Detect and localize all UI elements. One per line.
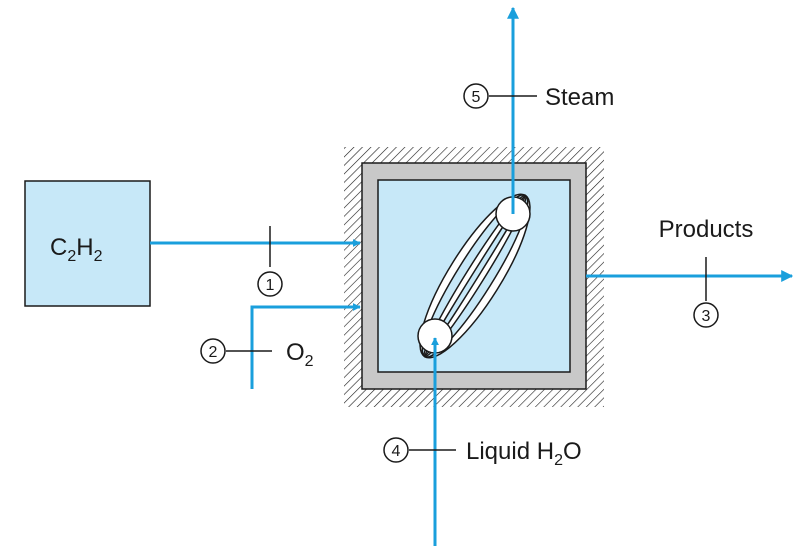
- stream-2-label-o: O: [286, 339, 305, 366]
- stream-1-number-circle: [257, 271, 283, 297]
- stream-3-number: 3: [702, 308, 711, 325]
- feed-formula-c: C: [50, 234, 67, 261]
- svg-text:C2H2: C2H2: [50, 234, 103, 265]
- heat-exchange-coil: [417, 193, 531, 359]
- stream-5-label: Steam: [545, 84, 614, 111]
- stream-1-number: 1: [266, 277, 275, 294]
- stream-5: 5 Steam: [463, 6, 614, 214]
- stream-4-label-main: Liquid H: [466, 438, 554, 465]
- stream-3-label: Products: [659, 216, 754, 243]
- feed-formula-h: H: [76, 234, 93, 261]
- feed-formula-sub2: 2: [94, 248, 103, 265]
- stream-5-number-circle: [463, 83, 489, 109]
- stream-2-number: 2: [209, 344, 218, 361]
- feed-box-c2h2: C2H2: [24, 180, 151, 307]
- stream-2-label-sub: 2: [305, 353, 314, 370]
- stream-4-number: 4: [392, 443, 401, 460]
- stream-2: 2 O2: [200, 303, 361, 389]
- stream-3: 3 Products: [586, 216, 794, 328]
- stream-4: 4 Liquid H2O: [383, 337, 582, 546]
- stream-2-arrow: [250, 303, 361, 389]
- svg-text:Liquid H2O: Liquid H2O: [466, 438, 582, 469]
- stream-3-number-circle: [693, 302, 719, 328]
- stream-4-label-sub: 2: [554, 452, 563, 469]
- stream-4-number-circle: [383, 437, 409, 463]
- svg-text:O2: O2: [286, 339, 314, 370]
- stream-4-label-tail: O: [563, 438, 582, 465]
- stream-2-number-circle: [200, 338, 226, 364]
- stream-5-number: 5: [472, 89, 481, 106]
- feed-formula-sub1: 2: [67, 248, 76, 265]
- stream-1: 1: [150, 226, 361, 297]
